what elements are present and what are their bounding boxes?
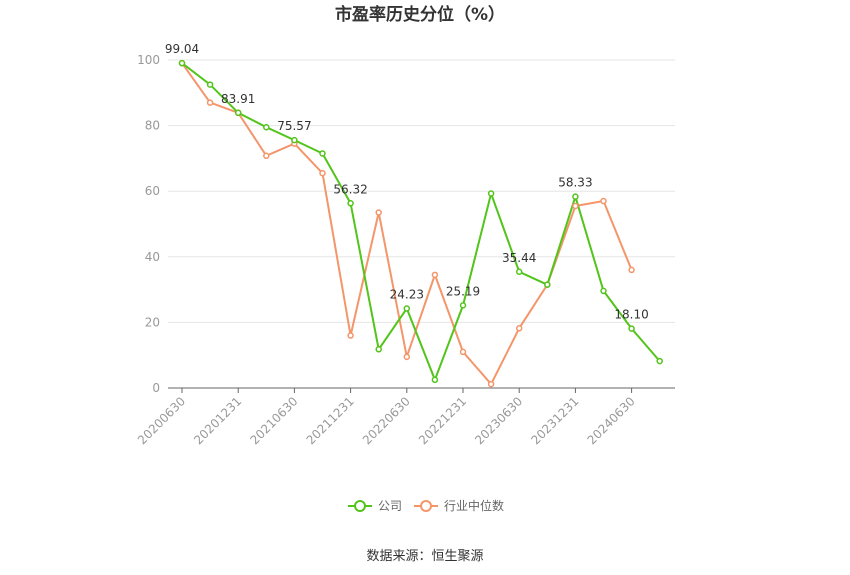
data-point[interactable] [515,268,523,276]
data-point[interactable] [234,109,242,117]
series-line-0 [181,62,661,383]
data-point[interactable] [347,200,354,207]
data-point[interactable] [206,99,214,106]
data-point[interactable] [375,346,382,353]
data-point[interactable] [600,287,607,295]
y-tick-label: 100 [137,53,160,67]
legend-item-1[interactable]: 行业中位数 [414,498,504,513]
x-tick-label: 20230630 [472,394,525,447]
data-label: 99.04 [165,42,199,56]
data-point[interactable] [319,150,326,157]
series-points [178,59,663,388]
x-tick-label: 20231231 [528,394,581,447]
legend-item-0[interactable]: 公司 [348,499,402,513]
data-label: 35.44 [502,251,536,265]
data-point[interactable] [319,169,326,177]
chart-title: 市盈率历史分位（%） [335,4,505,25]
data-point[interactable] [628,325,635,332]
data-point[interactable] [206,81,214,88]
grid [168,59,675,323]
data-point[interactable] [178,59,186,67]
series-line-1 [181,62,633,386]
data-point[interactable] [431,376,439,384]
x-tick-label: 20200630 [135,394,188,447]
data-label: 25.19 [446,284,480,298]
x-tick-label: 20240630 [585,394,638,447]
data-point[interactable] [263,152,270,160]
data-point[interactable] [600,197,607,205]
data-label: 83.91 [221,92,255,106]
data-point[interactable] [347,332,354,339]
y-tick-label: 60 [145,184,160,198]
x-tick-label: 20211231 [304,394,357,447]
data-point[interactable] [291,136,298,144]
legend[interactable]: 公司 行业中位数 [348,498,504,513]
data-point[interactable] [375,209,382,216]
y-tick-label: 40 [145,250,160,264]
y-tick-label: 80 [145,119,160,133]
y-tick-label: 0 [152,381,160,395]
data-label: 75.57 [277,119,311,133]
x-tick-label: 20210630 [247,394,300,447]
legend-marker [420,500,432,512]
x-tick-label: 20220630 [360,394,413,447]
data-point[interactable] [572,202,579,210]
data-labels: 99.04 83.91 75.57 56.32 24.23 25.19 35.44 58.33… [165,42,649,321]
legend-marker [354,500,366,512]
data-point[interactable] [628,266,635,274]
data-point[interactable] [459,348,467,356]
data-point[interactable] [487,380,495,388]
data-point[interactable] [656,357,663,365]
data-point[interactable] [403,305,411,312]
data-label: 18.10 [614,308,648,322]
y-axis: 0 20 40 60 80 100 [137,53,160,395]
data-label: 58.33 [558,176,592,190]
data-label: 56.32 [333,182,367,196]
data-label: 24.23 [390,288,424,302]
series-lines [181,62,661,386]
data-point[interactable] [403,353,411,361]
data-point[interactable] [515,325,523,332]
x-tick-label: 20221231 [416,394,469,447]
x-tick-label: 20201231 [191,394,244,447]
data-point[interactable] [544,281,551,288]
source-note: 数据来源：恒生聚源 [366,549,483,564]
legend-label: 行业中位数 [444,498,504,513]
data-point[interactable] [572,193,579,200]
x-axis: 20200630 20201231 20210630 20211231 20220630… [135,387,675,447]
data-point[interactable] [459,302,467,309]
data-point[interactable] [487,190,495,197]
data-point[interactable] [431,271,439,279]
y-tick-label: 20 [145,315,160,329]
data-point[interactable] [263,123,270,131]
legend-label: 公司 [378,499,402,513]
